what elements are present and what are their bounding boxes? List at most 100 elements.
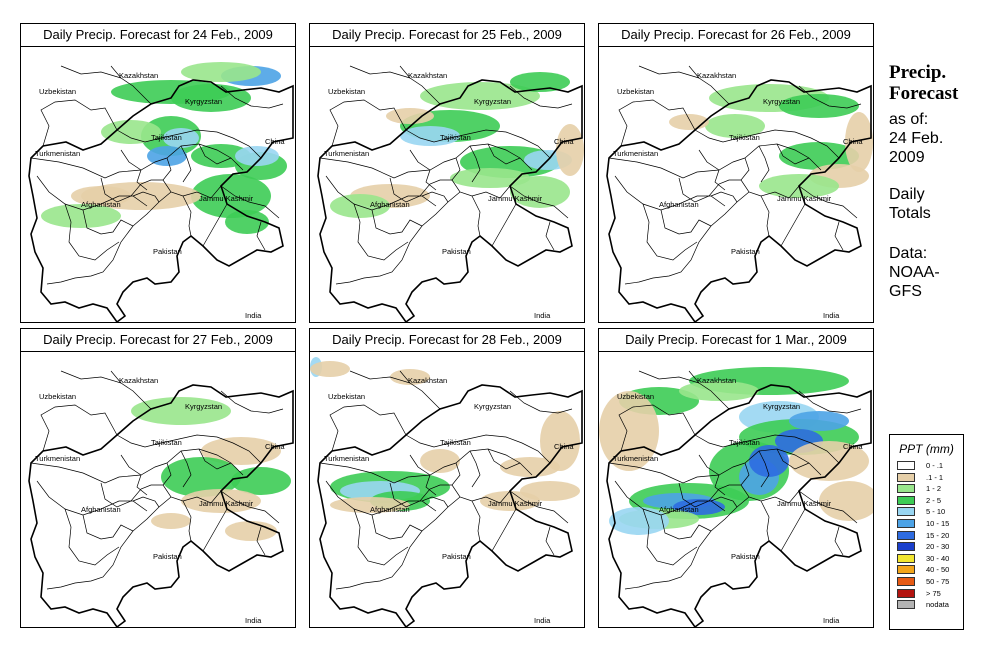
border-line (760, 500, 770, 542)
legend-label: .1 - 1 (926, 472, 944, 482)
precip-cell (789, 411, 849, 431)
label-afghanistan: Afghanistan (81, 505, 121, 514)
border-line (660, 514, 712, 540)
border-line (202, 508, 228, 552)
label-kyrgyzstan: Kyrgyzstan (474, 402, 511, 411)
legend-item: 0 - .1 (897, 460, 963, 472)
border-line (30, 157, 168, 179)
border-line (132, 496, 160, 508)
precip-cell (845, 112, 873, 172)
label-afghanistan: Afghanistan (659, 505, 699, 514)
label-tajikistan: Tajikistan (729, 133, 760, 142)
border-line (182, 500, 192, 542)
border-line (469, 450, 481, 488)
border-line (82, 209, 134, 235)
label-turkmenistan: Turkmenistan (324, 454, 369, 463)
border-line (455, 448, 533, 476)
border-line (198, 143, 232, 165)
panel-map: Kazakhstan Uzbekistan Kyrgyzstan Tajikistan… (310, 351, 584, 629)
border-line (798, 390, 862, 414)
precip-cell (181, 489, 261, 513)
legend-swatch (897, 518, 915, 528)
label-pakistan: Pakistan (731, 247, 760, 256)
border-line (116, 129, 262, 159)
label-india: India (534, 311, 551, 320)
precip-field (310, 357, 580, 513)
border-line (487, 448, 521, 470)
border-line (714, 169, 726, 191)
precip-cell (225, 521, 277, 541)
border-line (180, 145, 192, 183)
precip-cell (500, 457, 560, 477)
legend-swatch (897, 507, 915, 517)
label-jammu_kashmir: Jammu Kashmir (488, 499, 543, 508)
label-kazakhstan: Kazakhstan (119, 71, 158, 80)
label-kyrgyzstan: Kyrgyzstan (185, 402, 222, 411)
precip-cell (510, 72, 570, 92)
border-line (100, 482, 163, 508)
border-line (399, 65, 441, 105)
sidebar-title-line2: Forecast (889, 83, 959, 104)
border-line (545, 526, 555, 556)
label-india: India (823, 311, 840, 320)
border-line (545, 221, 555, 251)
border-line (335, 496, 461, 590)
precip-cell (556, 124, 584, 176)
border-line (758, 450, 770, 488)
legend-swatch (897, 484, 915, 494)
legend-swatch (897, 565, 915, 575)
legend-label: 20 - 30 (926, 542, 950, 552)
precip-cell (225, 210, 269, 234)
legend-item: 5 - 10 (897, 506, 963, 518)
border-line (421, 496, 449, 508)
label-turkmenistan: Turkmenistan (613, 454, 658, 463)
panel-title: Daily Precip. Forecast for 24 Feb., 2009 (21, 24, 295, 47)
border-line (710, 496, 738, 508)
panel-title: Daily Precip. Forecast for 1 Mar., 2009 (599, 329, 873, 352)
border-line (776, 448, 810, 470)
label-china: China (554, 442, 574, 451)
precip-cell (450, 168, 530, 188)
border-line (120, 149, 142, 171)
label-turkmenistan: Turkmenistan (613, 149, 658, 158)
border-line (425, 474, 437, 496)
legend-label: 40 - 50 (926, 565, 950, 575)
data-line3: GFS (889, 283, 922, 300)
label-tajikistan: Tajikistan (151, 438, 182, 447)
border-line (256, 221, 266, 251)
precip-cell (789, 441, 869, 481)
border-line (64, 508, 120, 566)
border-line (776, 143, 810, 165)
border-line (618, 404, 696, 452)
border-line (64, 203, 120, 261)
border-line (180, 450, 192, 488)
precip-cell (679, 381, 759, 401)
label-india: India (245, 311, 262, 320)
border-line (46, 191, 172, 285)
border-line (451, 462, 511, 504)
precip-cell (310, 361, 350, 377)
border-line (166, 143, 244, 171)
border-line (608, 157, 746, 179)
legend-title: PPT (mm) (899, 442, 954, 456)
border-line (202, 203, 228, 247)
border-line (319, 157, 457, 179)
panel-title: Daily Precip. Forecast for 27 Feb., 2009 (21, 329, 295, 352)
label-afghanistan: Afghanistan (370, 505, 410, 514)
border-line (389, 177, 452, 203)
border-line (220, 185, 280, 219)
label-india: India (245, 616, 262, 625)
label-china: China (265, 137, 285, 146)
border-line (389, 482, 452, 508)
label-kyrgyzstan: Kyrgyzstan (763, 97, 800, 106)
border-line (642, 508, 698, 566)
label-india: India (823, 616, 840, 625)
precip-cell (400, 126, 460, 146)
legend-swatch (897, 553, 915, 563)
border-line (660, 209, 712, 235)
as-of-date: as of: 24 Feb. 2009 (889, 110, 943, 167)
forecast-panel-feb28: Daily Precip. Forecast for 28 Feb., 2009… (309, 328, 585, 629)
sidebar-title-line1: Precip. (889, 62, 947, 83)
border-line (82, 514, 134, 540)
